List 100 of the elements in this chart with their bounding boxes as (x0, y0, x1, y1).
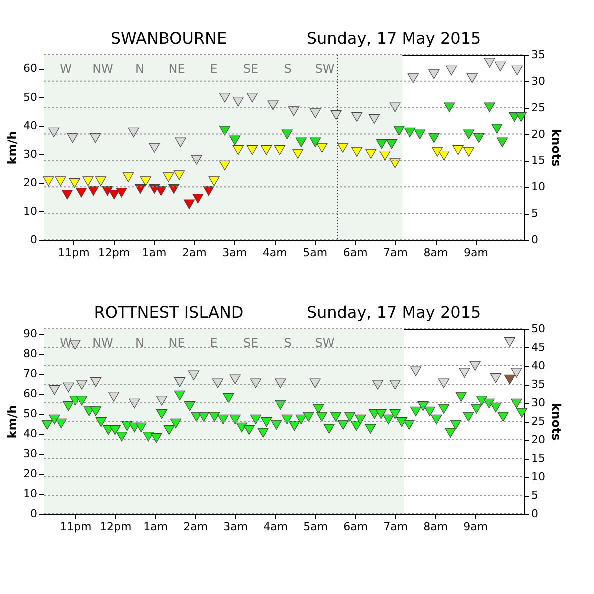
point (163, 172, 174, 182)
point (62, 190, 74, 200)
point (261, 146, 272, 156)
point (484, 58, 496, 68)
point (128, 128, 140, 138)
annotation: SE (243, 62, 259, 76)
x-tick-label: 8am (424, 520, 448, 534)
point (390, 158, 401, 168)
point (69, 178, 80, 188)
point (49, 385, 60, 396)
y2-tick-label: 20 (532, 434, 546, 446)
point (352, 112, 363, 122)
point (316, 143, 328, 153)
point (386, 140, 398, 150)
point (408, 74, 419, 84)
point (175, 138, 186, 148)
y2-tick-label: 35 (532, 48, 546, 62)
point (463, 147, 475, 157)
y-tick-label: 60 (24, 388, 38, 401)
point (288, 106, 300, 116)
annotation: N (136, 62, 144, 76)
point (394, 126, 405, 136)
point (292, 149, 304, 159)
point (246, 92, 258, 103)
x-tick-label: 3am (222, 246, 248, 260)
point (368, 114, 380, 124)
y2-tick-label: 5 (532, 207, 538, 220)
point (452, 146, 464, 156)
y2-tick-label: 25 (532, 415, 546, 428)
point (404, 128, 416, 138)
point (380, 150, 391, 161)
x-tick-label: 6am (344, 520, 368, 534)
point (516, 112, 527, 122)
y2-tick-label: 15 (532, 452, 546, 465)
point (174, 170, 185, 180)
chart-subtitle: Sunday, 17 May 2015 (306, 303, 482, 322)
point (494, 62, 506, 72)
point (414, 130, 426, 140)
point (108, 392, 120, 402)
chart-subtitle: Sunday, 17 May 2015 (306, 29, 482, 48)
point (352, 147, 363, 157)
point (428, 134, 440, 144)
point (188, 370, 200, 380)
x-tick-label: 12pm (98, 246, 130, 260)
point (512, 66, 523, 76)
y-axis-title: km/h (6, 405, 20, 439)
point (268, 100, 279, 110)
point (232, 96, 244, 107)
point (76, 380, 88, 390)
annotation: S (284, 62, 292, 76)
y2-tick-label: 5 (532, 489, 538, 502)
point (446, 66, 458, 76)
y-tick-label: 90 (24, 328, 38, 341)
point (466, 74, 478, 84)
y-tick-label: 0 (30, 508, 38, 520)
y-tick-label: 40 (24, 119, 38, 132)
y-tick-label: 30 (24, 448, 38, 461)
point (497, 138, 508, 148)
point (432, 147, 444, 157)
y-tick-label: 80 (24, 348, 38, 361)
point (246, 146, 258, 156)
y-tick-label: 10 (24, 204, 38, 218)
x-tick-label: 11pm (58, 246, 90, 260)
y2-tick-label: 10 (532, 470, 546, 484)
x-tick-label: 5am (303, 246, 328, 260)
point (230, 136, 241, 146)
point (390, 102, 401, 112)
point (232, 146, 244, 156)
point (390, 380, 401, 390)
point (444, 102, 456, 112)
annotation: NE (168, 62, 186, 76)
y2-tick-label: 15 (532, 154, 546, 168)
point (174, 378, 186, 388)
point (459, 368, 470, 378)
point (474, 134, 485, 144)
annotation: NW (92, 336, 114, 350)
point (230, 374, 241, 384)
x-tick-label: 9am (464, 246, 488, 260)
point (310, 138, 322, 148)
point (129, 398, 140, 409)
point (274, 146, 286, 156)
point (492, 124, 503, 134)
point (504, 374, 516, 385)
y2-tick-label: 0 (532, 508, 538, 520)
y2-tick-label: 20 (532, 128, 546, 141)
annotation: W (60, 62, 72, 76)
x-tick-label: 12pm (100, 520, 132, 534)
y-tick-label: 50 (24, 90, 38, 104)
point (310, 378, 321, 388)
point (134, 184, 146, 194)
y-tick-label: 40 (24, 428, 38, 441)
point (282, 130, 293, 140)
y-tick-label: 70 (24, 368, 38, 381)
point (504, 337, 516, 348)
x-tick-label: 9am (464, 520, 488, 534)
point (95, 176, 107, 186)
point (438, 378, 450, 388)
annotation: E (210, 62, 218, 76)
point (490, 374, 502, 384)
y-tick-label: 60 (24, 62, 38, 76)
